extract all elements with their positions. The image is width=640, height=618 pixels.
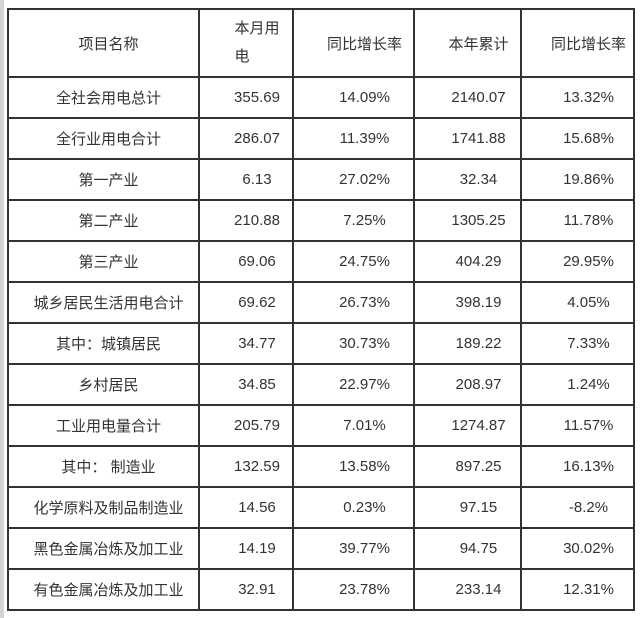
value-cell: 2140.07 [413, 76, 522, 119]
value-cell: 12.31% [520, 568, 635, 611]
value-cell: 1274.87 [413, 404, 522, 447]
value-cell: 30.02% [520, 527, 635, 570]
value-cell: 208.97 [413, 363, 522, 406]
value-cell: 32.34 [413, 158, 522, 201]
value-cell: 1741.88 [413, 117, 522, 160]
value-cell: 23.78% [292, 568, 415, 611]
value-cell: 11.39% [292, 117, 415, 160]
table-row: 有色金属冶炼及加工业 32.91 23.78% 233.14 12.31% [7, 568, 635, 611]
left-edge-strip [0, 0, 4, 618]
header-cell-wrapped-label: 本月用电 [234, 20, 280, 65]
value-cell: 132.59 [198, 445, 294, 488]
value-cell: 6.13 [198, 158, 294, 201]
row-label-cell: 城乡居民生活用电合计 [7, 281, 200, 324]
row-label-cell: 黑色金属冶炼及加工业 [7, 527, 200, 570]
value-cell: 355.69 [198, 76, 294, 119]
header-cell: 同比增长率 [292, 8, 415, 78]
table-row: 第一产业 6.13 27.02% 32.34 19.86% [7, 158, 635, 201]
table-row: 第二产业 210.88 7.25% 1305.25 11.78% [7, 199, 635, 242]
row-label-cell: 全社会用电总计 [7, 76, 200, 119]
row-label-cell: 全行业用电合计 [7, 117, 200, 160]
value-cell: 233.14 [413, 568, 522, 611]
value-cell: 11.57% [520, 404, 635, 447]
header-cell: 项目名称 [7, 8, 200, 78]
value-cell: 286.07 [198, 117, 294, 160]
value-cell: 29.95% [520, 240, 635, 283]
row-label-cell: 工业用电量合计 [7, 404, 200, 447]
value-cell: 13.58% [292, 445, 415, 488]
value-cell: 22.97% [292, 363, 415, 406]
value-cell: 11.78% [520, 199, 635, 242]
value-cell: 897.25 [413, 445, 522, 488]
table-row: 黑色金属冶炼及加工业 14.19 39.77% 94.75 30.02% [7, 527, 635, 570]
header-row: 项目名称 本月用电 同比增长率 本年累计 同比增长率 [7, 8, 635, 78]
header-cell: 同比增长率 [520, 8, 635, 78]
value-cell: 7.33% [520, 322, 635, 365]
value-cell: 398.19 [413, 281, 522, 324]
value-cell: 1.24% [520, 363, 635, 406]
value-cell: 210.88 [198, 199, 294, 242]
value-cell: 14.56 [198, 486, 294, 529]
value-cell: 24.75% [292, 240, 415, 283]
row-label-cell: 第一产业 [7, 158, 200, 201]
value-cell: 27.02% [292, 158, 415, 201]
table-row: 城乡居民生活用电合计 69.62 26.73% 398.19 4.05% [7, 281, 635, 324]
value-cell: 189.22 [413, 322, 522, 365]
value-cell: 7.25% [292, 199, 415, 242]
value-cell: 19.86% [520, 158, 635, 201]
header-cell: 本月用电 [198, 8, 294, 78]
row-label-cell: 化学原料及制品制造业 [7, 486, 200, 529]
value-cell: 16.13% [520, 445, 635, 488]
value-cell: 69.62 [198, 281, 294, 324]
value-cell: 1305.25 [413, 199, 522, 242]
electricity-usage-table: 项目名称 本月用电 同比增长率 本年累计 同比增长率 全社会用电总计 355.69 14.0… [7, 8, 635, 611]
value-cell: 94.75 [413, 527, 522, 570]
row-label-cell: 其中： 制造业 [7, 445, 200, 488]
value-cell: 97.15 [413, 486, 522, 529]
table-row: 全社会用电总计 355.69 14.09% 2140.07 13.32% [7, 76, 635, 119]
value-cell: 14.09% [292, 76, 415, 119]
table-header: 项目名称 本月用电 同比增长率 本年累计 同比增长率 [7, 8, 635, 78]
value-cell: 14.19 [198, 527, 294, 570]
row-label-cell: 有色金属冶炼及加工业 [7, 568, 200, 611]
row-label-cell: 其中：城镇居民 [7, 322, 200, 365]
table-row: 其中：城镇居民 34.77 30.73% 189.22 7.33% [7, 322, 635, 365]
table-row: 其中： 制造业 132.59 13.58% 897.25 16.13% [7, 445, 635, 488]
table-row: 工业用电量合计 205.79 7.01% 1274.87 11.57% [7, 404, 635, 447]
table-row: 全行业用电合计 286.07 11.39% 1741.88 15.68% [7, 117, 635, 160]
value-cell: 4.05% [520, 281, 635, 324]
value-cell: 0.23% [292, 486, 415, 529]
value-cell: 32.91 [198, 568, 294, 611]
value-cell: 404.29 [413, 240, 522, 283]
value-cell: 13.32% [520, 76, 635, 119]
table-row: 化学原料及制品制造业 14.56 0.23% 97.15 -8.2% [7, 486, 635, 529]
value-cell: -8.2% [520, 486, 635, 529]
row-label-cell: 第二产业 [7, 199, 200, 242]
row-label-cell: 第三产业 [7, 240, 200, 283]
value-cell: 69.06 [198, 240, 294, 283]
value-cell: 39.77% [292, 527, 415, 570]
value-cell: 34.85 [198, 363, 294, 406]
value-cell: 15.68% [520, 117, 635, 160]
value-cell: 34.77 [198, 322, 294, 365]
table-row: 乡村居民 34.85 22.97% 208.97 1.24% [7, 363, 635, 406]
value-cell: 7.01% [292, 404, 415, 447]
row-label-cell: 乡村居民 [7, 363, 200, 406]
table-body: 全社会用电总计 355.69 14.09% 2140.07 13.32% 全行业用电合计 2… [7, 76, 635, 611]
header-cell: 本年累计 [413, 8, 522, 78]
table-row: 第三产业 69.06 24.75% 404.29 29.95% [7, 240, 635, 283]
value-cell: 26.73% [292, 281, 415, 324]
value-cell: 30.73% [292, 322, 415, 365]
value-cell: 205.79 [198, 404, 294, 447]
